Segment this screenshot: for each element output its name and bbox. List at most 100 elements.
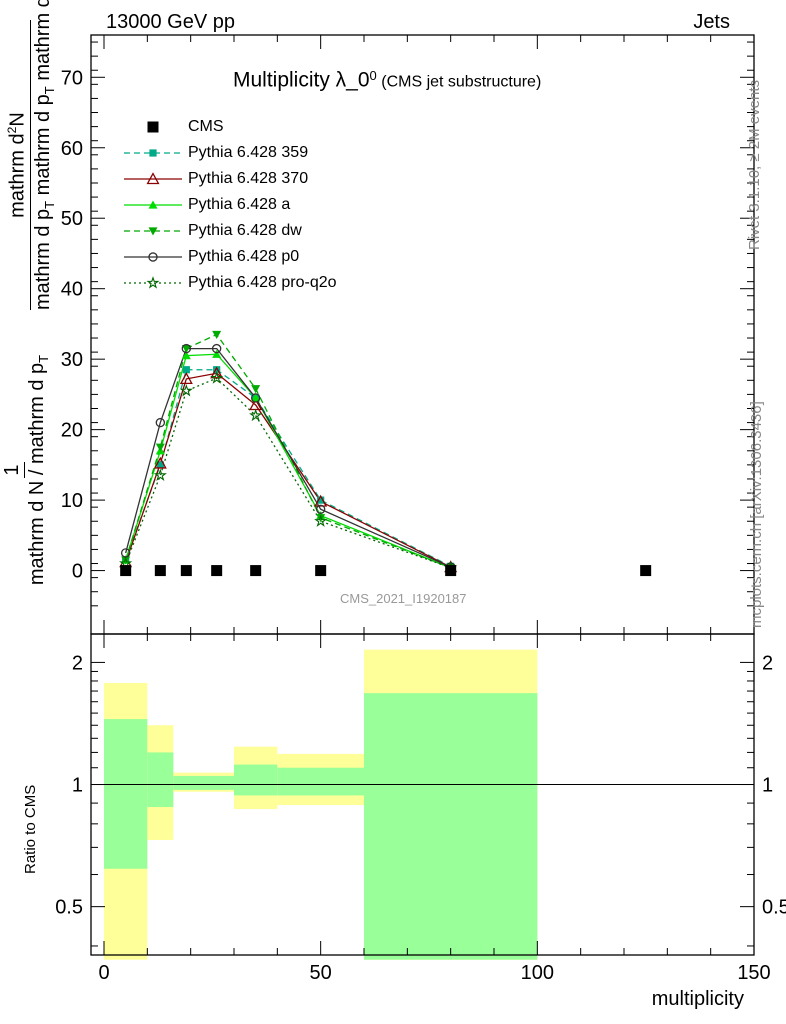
series-point-1 [314,494,328,507]
legend-label: Pythia 6.428 359 [188,144,309,161]
y-frac2-num-text: mathrm d [6,133,29,218]
y-frac2-den-sub: T [41,200,57,209]
tick-label: 100 [521,962,554,984]
tick-label: 10 [61,490,83,512]
series-point-3 [316,514,326,523]
cms-point [640,565,652,577]
x-axis-label: multiplicity [651,988,744,1010]
series-point-5 [210,371,224,384]
series-point-5 [249,408,263,422]
cms-point [154,565,166,577]
legend-label: Pythia 6.428 dw [188,222,302,239]
cms-point [211,565,223,577]
series-point-0 [213,366,221,374]
y-frac1-den-sub: T [36,354,51,363]
legend-item-cms: CMS [118,114,378,140]
tick-label: 20 [61,420,83,442]
series-point-0 [317,496,325,504]
y-axis-label-main: 1 mathrm d N / mathrm d pT mathrm d2N ma… [0,0,57,630]
y-frac2-num-end: N [6,112,29,127]
legend-item: Pythia 6.428 pro-q2o [118,270,378,296]
tick-label: 0 [72,561,83,583]
series-point-2 [212,349,222,358]
tick-label: 1 [762,775,773,797]
series-point-3 [212,330,222,339]
ratio-band-green [234,764,278,796]
tick-label: 30 [61,349,83,371]
series-lines [125,333,451,569]
series-point-4 [315,504,326,514]
tick-label: 0 [98,962,109,984]
series-point-1 [210,366,224,379]
plot-frames [90,34,755,956]
legend-marker-2 [148,200,158,209]
series-point-1 [153,456,167,469]
title-sup: 0 [369,68,377,83]
y-frac2-num-sup: 2 [5,126,19,134]
axis-tick-labels: 0 10 20 30 40 50 60 70 0 50 100 150 0.5 0.5 1 1 2 2 [55,67,786,984]
series-line-4 [125,347,451,568]
series-markers [119,330,458,574]
ratio-bands [91,649,754,960]
tick-label: 0.5 [762,897,786,919]
title-sub: (CMS jet substructure) [381,73,542,91]
series-point-3 [155,443,165,452]
cms-point [120,565,132,577]
series-point-4 [211,343,222,354]
series-point-2 [251,393,261,402]
legend-item: Pythia 6.428 359 [118,140,378,166]
tick-label: 50 [310,962,332,984]
tick-label: 2 [72,652,83,674]
y-frac2-den-sub2: T [41,86,57,95]
legend-item: Pythia 6.428 a [118,192,378,218]
series-point-0 [182,366,190,374]
legend-marker-0 [149,149,157,157]
cms-point [250,565,262,577]
series-point-0 [156,461,164,469]
legend-marker-1 [146,172,160,185]
y-frac2-den-end2: mathrm d lambda [31,0,54,87]
header-right: Jets [693,11,730,33]
legend-item: Pythia 6.428 p0 [118,244,378,270]
series-point-5 [314,514,328,527]
tick-label: 0.5 [55,897,83,919]
rivet-label: Rivet 3.1.10, ≥ 2M events [746,80,763,250]
series-line-2 [125,353,451,569]
header-left: 13000 GeV pp [106,11,235,33]
series-point-4 [250,393,261,403]
tick-label: 70 [61,67,83,89]
y-axis-label-ratio: Ratio to CMS [22,784,39,874]
y-frac2-den-text: mathrm d p [31,208,54,310]
y-frac2-den: mathrm d pT mathrm d pT mathrm d lambda [31,0,62,310]
axis-ticks [91,35,755,955]
y-frac1: 1 mathrm d N / mathrm d pT [0,310,56,630]
ratio-band-green [364,693,538,960]
ratio-band-green [147,752,174,808]
y-frac1-den-text: mathrm d N / mathrm d p [26,362,48,586]
legend-item: Pythia 6.428 370 [118,166,378,192]
legend-marker-5 [146,276,160,289]
series-point-5 [179,383,193,397]
series-line-5 [125,377,451,569]
tick-label: 150 [737,962,770,984]
tick-label: 60 [61,138,83,160]
series-line-3 [125,333,451,569]
tick-label: 50 [61,208,83,230]
cms-point [315,565,327,577]
series-point-5 [153,468,167,482]
ratio-band-green [173,775,234,790]
legend-marker-4 [148,252,158,262]
y-frac2-num: mathrm d2N [0,20,31,310]
cms-point [180,565,192,577]
legend-label: Pythia 6.428 p0 [188,248,300,265]
legend-label: Pythia 6.428 pro-q2o [188,274,337,291]
y-frac2: mathrm d2N mathrm d pT mathrm d pT mathr… [0,0,62,310]
ratio-panel-frame [90,633,755,956]
legend: CMS Pythia 6.428 359 Pythia 6.428 370 Py… [118,114,378,296]
analysis-watermark: CMS_2021_I1920187 [340,591,467,606]
series-point-1 [179,372,193,385]
plot-title: Multiplicity λ_00 (CMS jet substructure) [233,68,541,92]
tick-label: 1 [72,775,83,797]
cms-point [445,565,457,577]
cms-data-points [120,565,652,577]
